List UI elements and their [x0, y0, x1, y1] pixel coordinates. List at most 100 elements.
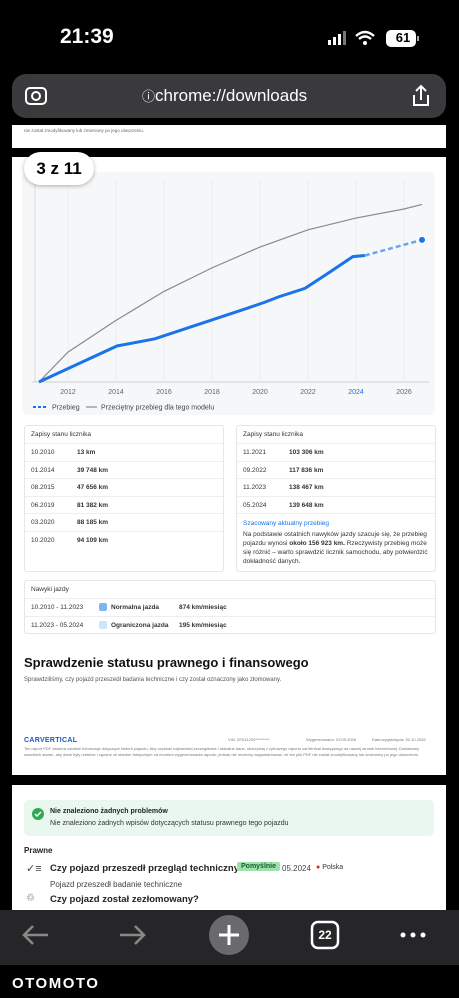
question: Czy pojazd przeszedł przegląd techniczny… [50, 863, 245, 874]
table-row: 11.2021 103 306 km [237, 443, 435, 462]
share-icon[interactable] [410, 84, 432, 108]
legend-label: Przeciętny przebieg dla tego modelu [101, 405, 214, 412]
mileage: 117 836 km [289, 466, 324, 474]
mileage-line [38, 254, 366, 384]
check-icon [32, 808, 44, 820]
mileage: 139 648 km [289, 501, 324, 509]
watermark: OTOMOTO [12, 975, 100, 992]
chart-card [22, 172, 435, 415]
table-row: 08.2015 47 656 km [25, 478, 223, 497]
forward[interactable] [120, 925, 146, 945]
mileage: 13 km [77, 449, 96, 456]
rate: 874 km/miesiąc [179, 604, 227, 611]
section-heading: Sprawdzenie statusu prawnego i finansowe… [24, 655, 309, 670]
date: 03.2020 [31, 519, 55, 526]
table-row: 11.2023 - 05.2024 Ograniczona jazda 195 km… [25, 615, 435, 635]
status-badge: Pomyślnie [237, 862, 281, 871]
estimate-line [364, 238, 423, 257]
swatch [99, 620, 107, 629]
driving-type: Normalna jazda [111, 604, 160, 611]
mileage: 47 656 km [77, 484, 109, 491]
url: chrome://downloads [155, 86, 308, 105]
mileage: 103 306 km [289, 449, 324, 456]
table-row: 05.2024 139 648 km [237, 495, 435, 515]
date: 09.2022 [243, 466, 267, 474]
mileage: 81 382 km [77, 501, 109, 509]
mileage: 39 748 km [77, 466, 109, 474]
x-tick-label: 2024 [348, 389, 364, 396]
table-title: Zapisy stanu licznika [243, 431, 303, 438]
list-icon: ✓≡ [26, 863, 42, 875]
logo: CARVERTICAL [24, 737, 78, 744]
vin: VIN: ZFA31200********* [228, 737, 270, 742]
legend-label: Przebieg [52, 405, 80, 412]
date: 11.2023 [243, 484, 267, 491]
page-note: nie został zmodyfikowany lub zmieniony p… [24, 128, 145, 133]
note-text: Na podstawie ostatnich nawyków jazdy sza… [243, 530, 429, 566]
table-row: 10.2020 94 109 km [25, 530, 223, 550]
alert-title: Nie znaleziono żadnych problemów [50, 808, 168, 815]
swatch [99, 603, 107, 611]
date: 08.2015 [31, 484, 55, 491]
x-tick-label: 2012 [60, 389, 76, 396]
section-label: Prawne [24, 846, 53, 855]
mileage: 88 185 km [77, 519, 109, 526]
note-part: Rzeczywisty przebieg może się różnić – w… [243, 540, 428, 565]
date: 01.2014 [31, 466, 55, 474]
mileage: 138 467 km [289, 484, 324, 491]
alert [24, 800, 434, 836]
x-tick-label: 2020 [252, 389, 268, 396]
table-title: Nawyki jazdy [31, 586, 69, 593]
back[interactable] [22, 925, 48, 945]
alert-text: Nie znaleziono żadnych wpisów dotyczącyc… [50, 820, 289, 827]
odometer-table: Zapisy stanu licznika 11.2021 103 306 km 09… [236, 425, 436, 572]
table-row: 01.2014 39 748 km [25, 460, 223, 480]
question: Czy pojazd został zezłomowany? [50, 894, 199, 905]
chart: 2012 2014 2016 2018 2020 2022 2024 2026 Przebieg… [32, 180, 430, 412]
table-row: 10.2010 13 km [25, 443, 223, 462]
table-row: 03.2020 88 185 km [25, 513, 223, 532]
section-subtitle: Sprawdziliśmy, czy pojazd przeszedł bada… [24, 677, 282, 683]
estimate-point [418, 235, 426, 244]
tab-count[interactable]: 22 [318, 928, 332, 942]
habits-table: Nawyki jazdy 10.2010 - 11.2023 Normalna ja… [24, 580, 436, 634]
status-icons [328, 30, 419, 47]
recycle-icon: ♲ [26, 893, 35, 904]
disclaimer: Ten raport PDF zawiera ostatnie informac… [24, 746, 420, 757]
expires: Data wygaśnięcia: 02.10.2026 [372, 737, 426, 742]
estimate-note: Szacowany aktualny przebieg Na podstawie … [237, 513, 435, 571]
toolbar-icons [22, 915, 426, 955]
clock: 21:39 [60, 25, 114, 48]
country: ● Polska [316, 864, 344, 871]
x-tick-label: 2018 [204, 389, 220, 396]
lens-icon[interactable] [24, 84, 48, 108]
period: 10.2010 - 11.2023 [31, 604, 84, 611]
mileage: 94 109 km [77, 536, 109, 544]
x-tick-label: 2026 [396, 389, 412, 396]
table-row: 06.2019 81 382 km [25, 495, 223, 515]
date: 06.2019 [31, 501, 55, 509]
url-bar[interactable] [12, 74, 446, 118]
detail: Pojazd przeszedł badanie techniczne [50, 880, 183, 889]
date: 10.2020 [31, 536, 55, 544]
url-text[interactable]: ⓘchrome://downloads [142, 86, 308, 105]
tabs[interactable] [310, 920, 340, 950]
date: 11.2021 [243, 449, 267, 456]
country-name: Polska [322, 864, 344, 871]
note-part: około 156 923 km. [289, 540, 345, 547]
table-row: 09.2022 117 836 km [237, 460, 435, 480]
average-line [38, 203, 423, 383]
x-tick-label: 2016 [156, 389, 172, 396]
note-part: Na podstawie ostatnich nawyków jazdy sza… [243, 531, 427, 547]
table-row: 10.2010 - 11.2023 Normalna jazda 874 km/mi… [25, 598, 435, 617]
date: 10.2010 [31, 449, 55, 456]
period: 11.2023 - 05.2024 [31, 621, 84, 629]
x-tick-label: 2014 [108, 389, 124, 396]
odometer-table: Zapisy stanu licznika 10.2010 13 km 01.2014… [24, 425, 224, 572]
date: 05.2024 [282, 864, 311, 873]
note-title: Szacowany aktualny przebieg [243, 520, 329, 527]
x-tick-label: 2022 [300, 389, 316, 396]
date: 05.2024 [243, 501, 267, 509]
driving-type: Ograniczona jazda [111, 621, 169, 629]
